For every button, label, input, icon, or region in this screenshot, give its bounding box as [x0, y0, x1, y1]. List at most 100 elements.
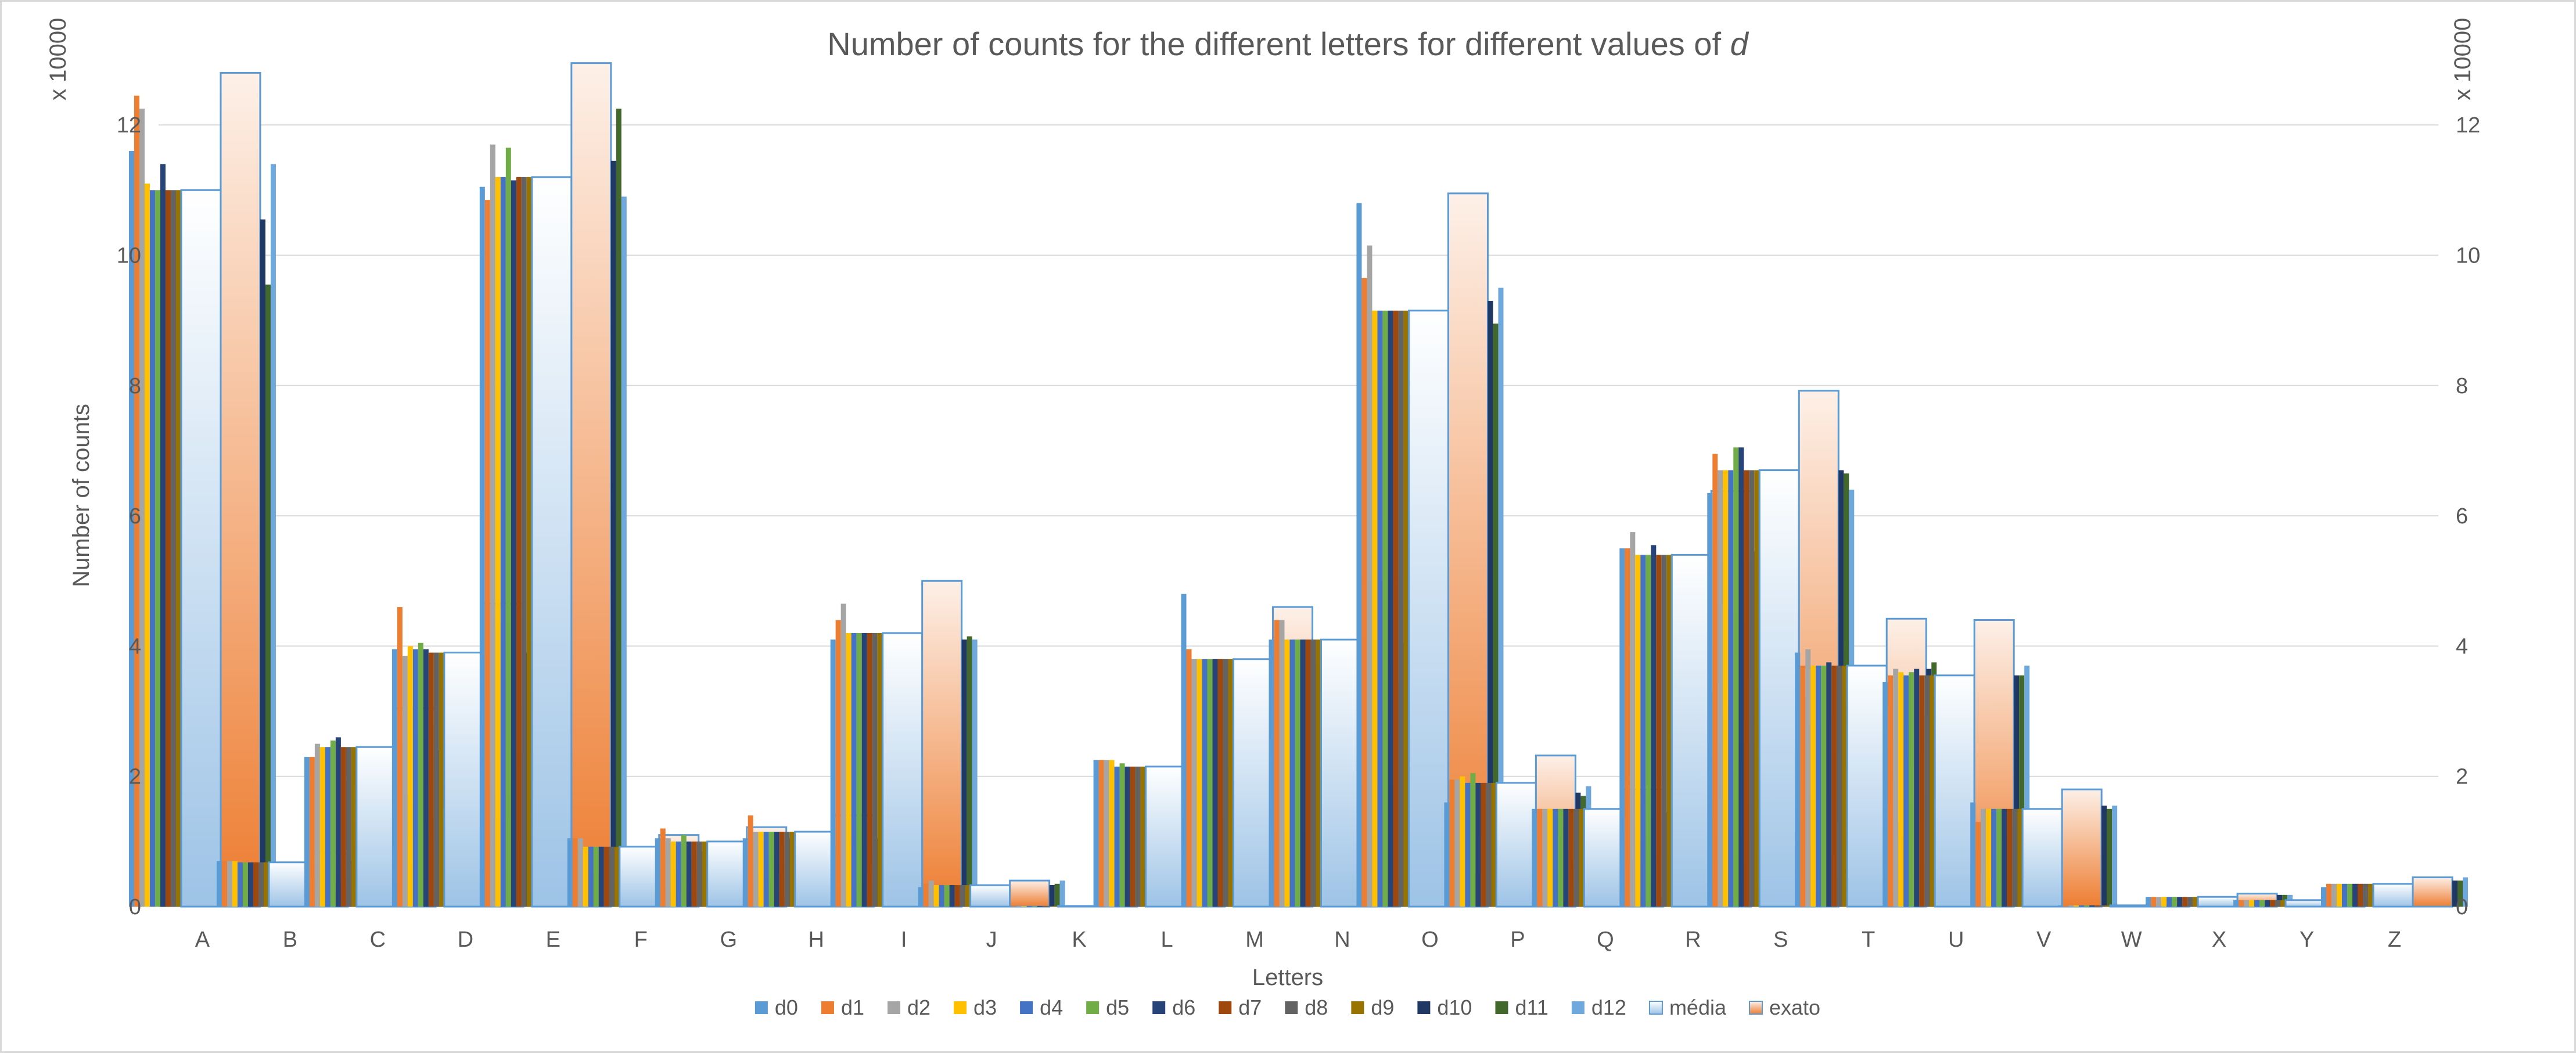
legend-label-d9: d9: [1371, 996, 1394, 1019]
bar-d5-N: [1295, 639, 1300, 907]
bar-d1-K: [1011, 905, 1016, 907]
x-tick-label: H: [808, 928, 824, 952]
bar-d4-U: [1903, 675, 1909, 907]
bar-d12-A: [270, 164, 276, 907]
bar-d8-G: [696, 841, 702, 907]
bar-d7-S: [1744, 470, 1749, 907]
bar-exato-A: [220, 71, 261, 908]
bar-d8-O: [1398, 310, 1404, 907]
bar-d6-S: [1738, 447, 1744, 907]
bar-d3-F: [583, 846, 588, 907]
bar-d0-E: [479, 186, 485, 907]
bar-d7-H: [779, 832, 785, 907]
bar-d5-S: [1733, 447, 1739, 907]
bar-d8-S: [1749, 470, 1755, 907]
bar-d0-A: [128, 151, 134, 907]
legend-swatch-exato: [1749, 1001, 1763, 1015]
bar-d4-T: [1816, 666, 1821, 907]
bar-d5-V: [1996, 808, 2002, 907]
bar-d9-H: [789, 832, 795, 907]
bar-d3-G: [670, 841, 676, 907]
x-tick-label: R: [1685, 928, 1701, 952]
bar-d1-E: [484, 200, 490, 907]
bar-d4-J: [939, 885, 944, 907]
bar-d4-D: [412, 649, 418, 907]
bar-d2-F: [577, 838, 583, 907]
legend-swatch-d9: [1351, 1001, 1364, 1014]
x-tick-label: V: [2036, 928, 2052, 952]
bar-d1-C: [309, 757, 315, 907]
legend-label-exato: exato: [1769, 996, 1820, 1019]
legend-label-d3: d3: [973, 996, 997, 1019]
bar-d8-A: [170, 190, 176, 907]
y-tick-label-right: 10: [2456, 243, 2480, 268]
y-tick-label-left: 8: [129, 374, 141, 398]
bar-d4-M: [1202, 659, 1208, 907]
bar-d0-T: [1795, 652, 1801, 907]
bar-d8-W: [2100, 905, 2106, 907]
bar-d5-T: [1821, 666, 1827, 907]
bar-d0-N: [1269, 639, 1274, 907]
bar-d1-J: [923, 883, 929, 907]
bar-d7-A: [165, 190, 171, 907]
y-tick-label-right: 12: [2456, 113, 2480, 138]
legend-label-d7: d7: [1238, 996, 1262, 1019]
bar-d7-F: [603, 846, 609, 907]
bar-d4-A: [149, 190, 155, 907]
bar-d8-I: [872, 632, 878, 907]
bar-d6-T: [1826, 662, 1832, 907]
bar-d11-I: [967, 636, 972, 907]
bar-d2-Y: [2244, 900, 2250, 907]
bar-d6-N: [1300, 639, 1306, 907]
bar-d12-Z: [2463, 877, 2469, 907]
bar-d3-N: [1284, 639, 1290, 907]
bar-d7-P: [1481, 782, 1486, 907]
bar-d12-V: [2112, 806, 2118, 907]
bar-d2-C: [314, 743, 320, 907]
bar-d7-Z: [2358, 883, 2363, 907]
bar-média-W: [2109, 904, 2151, 908]
legend-swatch-d12: [1571, 1001, 1585, 1014]
legend-label-d10: d10: [1437, 996, 1472, 1019]
bar-d5-F: [593, 846, 599, 907]
bar-d4-L: [1114, 766, 1120, 907]
bar-d7-E: [516, 177, 522, 907]
bar-d7-Q: [1568, 808, 1574, 907]
bar-média-V: [2021, 808, 2063, 908]
bar-d2-Q: [1542, 808, 1548, 907]
bar-d3-T: [1810, 666, 1816, 907]
bar-d6-K: [1037, 905, 1043, 907]
bar-d4-X: [2167, 897, 2172, 907]
bar-d2-W: [2068, 905, 2074, 907]
bar-d3-Z: [2337, 883, 2343, 907]
bar-d0-D: [391, 649, 397, 907]
bar-d3-W: [2074, 905, 2079, 907]
bar-d0-K: [1005, 905, 1011, 907]
bar-d11-Z: [2458, 881, 2463, 907]
bars: [128, 62, 2469, 908]
bar-d0-G: [655, 838, 660, 907]
bar-d9-J: [965, 885, 971, 907]
bar-média-Y: [2284, 899, 2326, 908]
bar-d4-W: [2079, 905, 2085, 907]
bar-d4-S: [1728, 470, 1734, 907]
bar-d7-V: [2007, 808, 2013, 907]
x-tick-label: Y: [2300, 928, 2314, 952]
bar-d2-P: [1454, 779, 1460, 907]
x-tick-label: D: [458, 928, 473, 952]
bar-d4-O: [1377, 310, 1383, 907]
bar-d6-B: [247, 862, 253, 907]
legend-label-média: média: [1669, 996, 1727, 1019]
bar-d4-H: [763, 832, 769, 907]
bar-d2-T: [1805, 649, 1811, 907]
bar-d11-O: [1493, 324, 1499, 907]
bar-d1-T: [1800, 666, 1806, 907]
bar-d1-H: [748, 815, 753, 907]
bar-d4-Z: [2342, 883, 2348, 907]
bar-d3-Q: [1547, 808, 1553, 907]
bar-d7-U: [1919, 675, 1925, 907]
x-tick-label: J: [986, 928, 997, 952]
bar-d6-A: [160, 164, 166, 907]
bar-d8-R: [1661, 555, 1667, 907]
bar-d6-C: [335, 737, 341, 907]
